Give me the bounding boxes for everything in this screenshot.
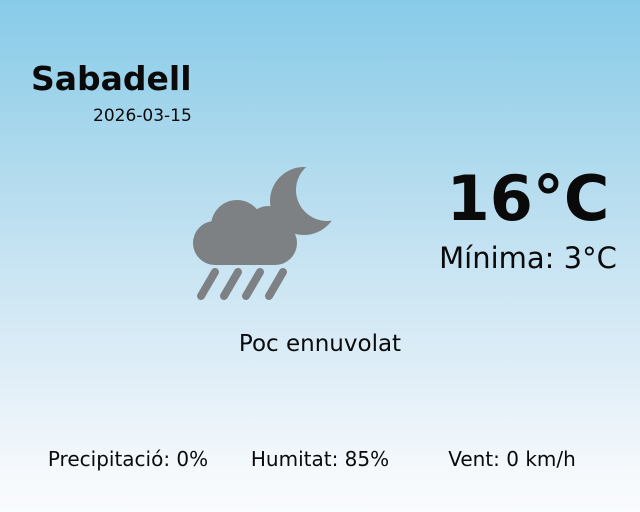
date-label: 2026-03-15 xyxy=(93,106,192,126)
city-title: Sabadell xyxy=(31,59,192,98)
cloud-moon-rain-icon xyxy=(190,160,350,305)
minimum-temperature: Mínima: 3°C xyxy=(439,241,617,275)
temperature-value: 16°C xyxy=(446,162,610,235)
precipitation-stat: Precipitació: 0% xyxy=(47,447,209,471)
condition-label: Poc ennuvolat xyxy=(238,331,402,357)
wind-stat: Vent: 0 km/h xyxy=(448,447,576,471)
humidity-stat: Humitat: 85% xyxy=(250,447,390,471)
